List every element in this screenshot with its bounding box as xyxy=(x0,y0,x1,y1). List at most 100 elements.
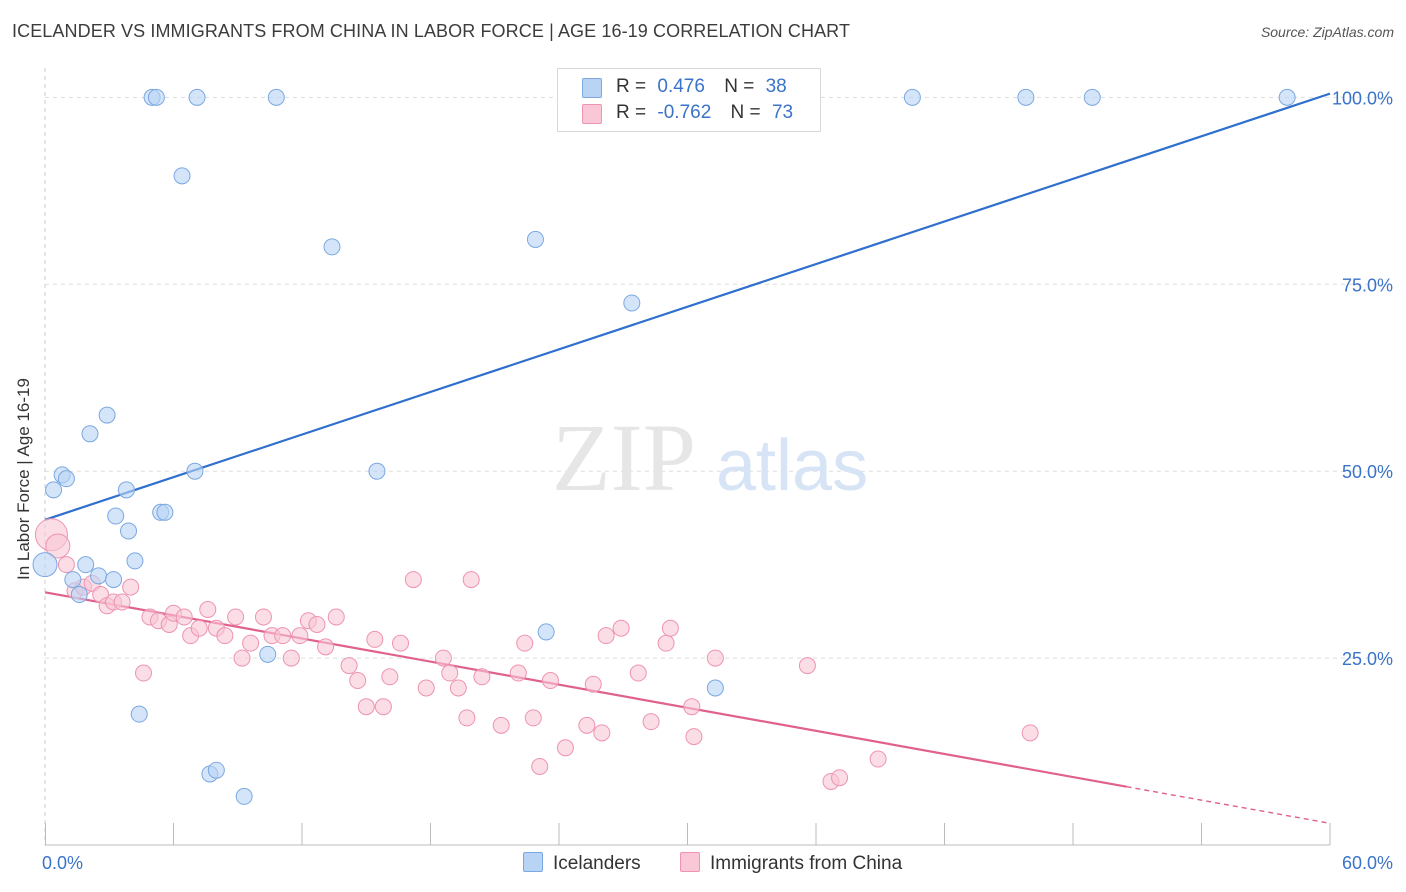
point-icelanders xyxy=(98,406,116,424)
legend-n-label: N = xyxy=(730,102,761,123)
legend-n-value: 38 xyxy=(765,76,787,97)
point-icelanders xyxy=(1278,88,1296,106)
point-icelanders xyxy=(90,567,108,585)
point-china xyxy=(404,571,422,589)
point-china xyxy=(113,593,131,611)
point-icelanders xyxy=(267,88,285,106)
point-icelanders xyxy=(107,507,125,525)
correlation-legend: R = 0.476 N = 38 R = -0.762 N = 73 xyxy=(557,68,821,132)
chart-title: ICELANDER VS IMMIGRANTS FROM CHINA IN LA… xyxy=(12,21,851,41)
point-icelanders xyxy=(105,571,123,589)
point-icelanders xyxy=(903,88,921,106)
point-china xyxy=(308,615,326,633)
legend-r-value: 0.476 xyxy=(657,76,705,97)
point-china xyxy=(1021,724,1039,742)
point-china xyxy=(516,634,534,652)
legend-r-label: R = xyxy=(616,102,647,123)
point-icelanders xyxy=(126,552,144,570)
point-icelanders xyxy=(77,556,95,574)
point-icelanders xyxy=(173,167,191,185)
point-icelanders xyxy=(32,552,58,578)
point-china xyxy=(254,608,272,626)
point-china xyxy=(473,668,491,686)
x-tick-label: 0.0% xyxy=(42,853,83,873)
legend-swatch-blue xyxy=(582,78,602,98)
point-icelanders xyxy=(147,88,165,106)
x-tick-label: 60.0% xyxy=(1342,853,1393,873)
point-icelanders xyxy=(45,481,63,499)
point-china xyxy=(190,619,208,637)
point-china xyxy=(642,713,660,731)
source-label: Source: ZipAtlas.com xyxy=(1260,24,1394,40)
point-china xyxy=(242,634,260,652)
axes-layer xyxy=(44,68,1331,846)
point-icelanders xyxy=(130,705,148,723)
point-china xyxy=(685,728,703,746)
y-tick-label: 25.0% xyxy=(1342,649,1393,669)
trend-line-icelanders xyxy=(44,92,1331,521)
point-icelanders xyxy=(57,470,75,488)
point-icelanders xyxy=(120,522,138,540)
point-china xyxy=(434,649,452,667)
y-tick-label: 75.0% xyxy=(1342,275,1393,295)
point-china xyxy=(57,556,75,574)
point-icelanders xyxy=(64,571,82,589)
point-china xyxy=(612,619,630,637)
point-icelanders xyxy=(1017,88,1035,106)
point-china xyxy=(317,638,335,656)
point-china xyxy=(584,675,602,693)
point-icelanders xyxy=(323,238,341,256)
point-icelanders xyxy=(235,787,253,805)
legend-n-value: 73 xyxy=(771,102,794,123)
point-china xyxy=(175,608,193,626)
point-china xyxy=(417,679,435,697)
point-china xyxy=(831,769,849,787)
point-icelanders xyxy=(526,230,544,248)
point-icelanders xyxy=(188,88,206,106)
y-tick-label: 100.0% xyxy=(1332,88,1393,108)
point-china xyxy=(798,657,816,675)
point-icelanders xyxy=(207,761,225,779)
point-china xyxy=(135,664,153,682)
point-china xyxy=(541,672,559,690)
point-china xyxy=(45,533,71,559)
point-china xyxy=(291,627,309,645)
bottom-legend-swatch-pink xyxy=(680,852,700,872)
bottom-legend-china: Immigrants from China xyxy=(680,852,902,875)
point-china xyxy=(509,664,527,682)
point-china xyxy=(683,698,701,716)
point-china xyxy=(661,619,679,637)
trend-layer xyxy=(44,92,1331,825)
point-china xyxy=(869,750,887,768)
point-china xyxy=(492,716,510,734)
legend-swatch-pink xyxy=(582,104,602,124)
bottom-legend-icelanders: Icelanders xyxy=(523,852,641,875)
point-china xyxy=(629,664,647,682)
point-china xyxy=(458,709,476,727)
point-china xyxy=(449,679,467,697)
point-icelanders xyxy=(537,623,555,641)
point-icelanders xyxy=(70,586,88,604)
point-china xyxy=(357,698,375,716)
y-tick-label: 50.0% xyxy=(1342,462,1393,482)
point-china xyxy=(233,649,251,667)
point-china xyxy=(578,716,596,734)
point-icelanders xyxy=(368,462,386,480)
y-axis-label: In Labor Force | Age 16-19 xyxy=(14,378,33,580)
point-china xyxy=(282,649,300,667)
point-china xyxy=(122,578,140,596)
point-china xyxy=(441,664,459,682)
points-layer xyxy=(32,88,1296,805)
legend-r-label: R = xyxy=(616,76,647,97)
point-china xyxy=(199,601,217,618)
point-china xyxy=(597,627,615,645)
point-china xyxy=(274,627,292,645)
point-china xyxy=(593,724,611,742)
point-icelanders xyxy=(259,645,277,663)
point-china xyxy=(392,634,410,652)
point-china xyxy=(706,649,724,667)
point-icelanders xyxy=(1083,88,1101,106)
point-china xyxy=(366,630,384,648)
point-china xyxy=(374,698,392,716)
